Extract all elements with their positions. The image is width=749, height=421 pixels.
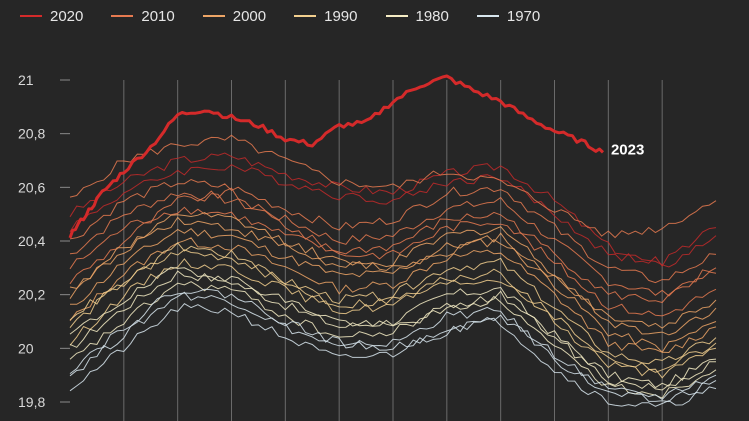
legend-swatch [294, 15, 317, 17]
y-tick-label: 20 [18, 340, 34, 356]
highlight-label: 2023 [611, 141, 644, 158]
y-axis-ticks: 21 20,8 20,6 20,4 20,2 20 19,8 [18, 72, 70, 410]
series-line-2000 [70, 228, 717, 354]
series-line-1990 [69, 242, 717, 373]
series-line-2010 [69, 134, 717, 239]
legend-label: 2020 [50, 7, 84, 25]
legend-label: 2000 [232, 7, 267, 25]
series-line-2010 [69, 206, 717, 304]
series-line-1970 [69, 288, 717, 401]
legend-label: 2010 [141, 7, 175, 25]
legend-item-2010: 2010 [111, 7, 175, 25]
series-lines [69, 134, 717, 407]
series-line-1980 [69, 281, 717, 399]
legend: 2020 2010 2000 1990 1980 1970 [20, 6, 568, 26]
y-tick-label: 20,2 [18, 287, 45, 303]
legend-swatch [385, 15, 408, 17]
legend-swatch [111, 15, 134, 17]
legend-swatch [476, 15, 499, 17]
series-line-1990 [69, 258, 717, 379]
series-line-2020 [69, 152, 717, 268]
series-line-2000 [69, 211, 717, 329]
y-tick-label: 21 [18, 72, 34, 88]
legend-item-1980: 1980 [385, 7, 449, 25]
legend-label: 1970 [506, 7, 541, 25]
legend-swatch [202, 15, 225, 17]
y-tick-label: 20,8 [18, 126, 45, 142]
highlight-series: 2023 [68, 74, 644, 239]
y-tick-label: 19,8 [18, 394, 45, 410]
series-line-2020 [69, 164, 717, 268]
series-line-1980 [69, 266, 717, 391]
series-line-1970 [69, 303, 717, 407]
legend-swatch [20, 15, 42, 17]
series-line-2010 [69, 192, 717, 297]
series-line-2010 [69, 187, 717, 317]
series-line-2010 [69, 178, 717, 284]
highlight-line [68, 74, 605, 239]
legend-item-2000: 2000 [202, 7, 267, 25]
legend-label: 1980 [415, 7, 449, 25]
legend-item-2020: 2020 [20, 8, 83, 25]
y-tick-label: 20,4 [18, 233, 45, 249]
legend-label: 1990 [324, 7, 358, 25]
legend-item-1990: 1990 [294, 7, 358, 25]
legend-item-1970: 1970 [476, 7, 541, 25]
series-line-1970 [69, 291, 717, 403]
y-tick-label: 20,6 [18, 179, 45, 195]
